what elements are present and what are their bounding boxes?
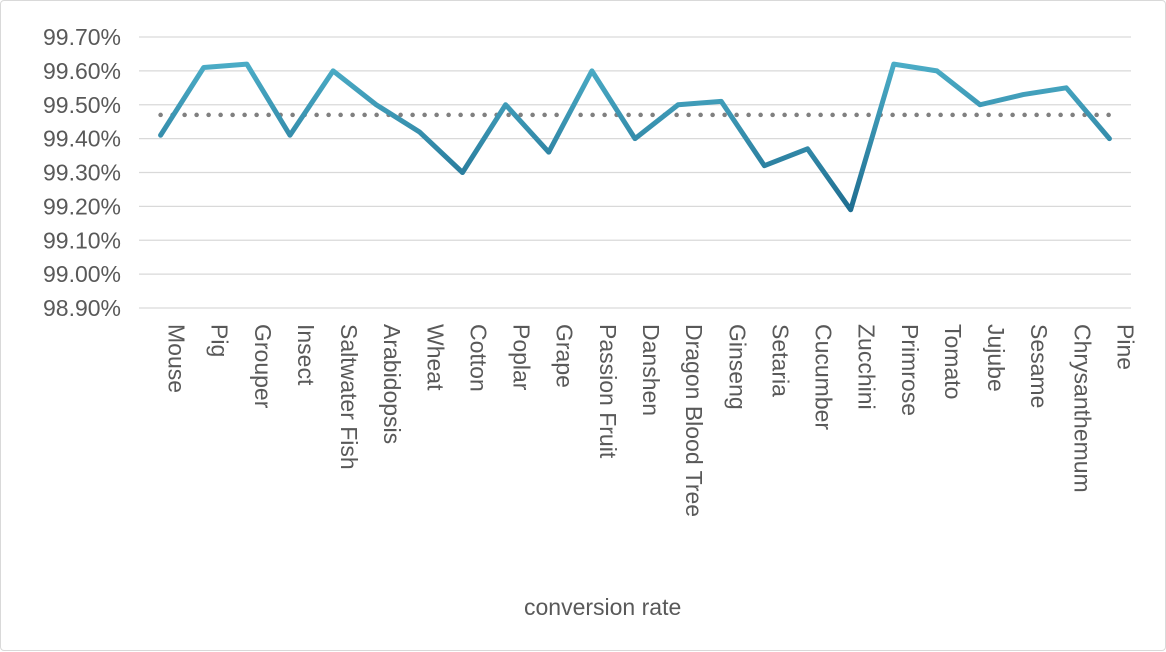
y-tick-label: 99.40%	[43, 126, 121, 152]
x-category-label: Pig	[207, 324, 233, 357]
y-tick-label: 99.60%	[43, 58, 121, 84]
y-tick-label: 99.70%	[43, 24, 121, 50]
gridlines	[139, 36, 1131, 309]
y-tick-label: 99.00%	[43, 261, 121, 287]
x-category-label: Saltwater Fish	[336, 324, 362, 470]
x-category-label: Poplar	[509, 324, 535, 391]
x-category-label: Primrose	[897, 324, 923, 416]
x-category-label: Cotton	[465, 324, 491, 392]
y-tick-label: 99.30%	[43, 160, 121, 186]
series-layer	[158, 61, 1112, 213]
x-category-label: Grape	[552, 324, 578, 388]
x-category-label: Passion Fruit	[595, 324, 621, 459]
x-category-label: Sesame	[1026, 324, 1052, 408]
x-category-label: Mouse	[164, 324, 190, 393]
x-category-label: Grouper	[250, 324, 276, 409]
x-category-label: Jujube	[983, 324, 1009, 392]
x-category-label: Insect	[293, 324, 319, 386]
y-tick-label: 99.10%	[43, 227, 121, 253]
x-axis-category-labels: Mouse Pig Grouper Insect Saltwater Fish Arabi…	[164, 324, 1139, 517]
x-category-label: Cucumber	[811, 324, 837, 430]
x-category-label: Setaria	[767, 324, 793, 397]
x-category-label: Chrysanthemum	[1069, 324, 1095, 493]
x-category-label: Ginseng	[724, 324, 750, 410]
y-tick-label: 99.50%	[43, 92, 121, 118]
x-category-label: Dragon Blood Tree	[681, 324, 707, 517]
legend-label-conversion-rate: conversion rate	[524, 594, 681, 620]
x-category-label: Zucchini	[854, 324, 880, 410]
series-line-conversion-rate	[158, 61, 1112, 213]
y-tick-label: 99.20%	[43, 193, 121, 219]
x-category-label: Wheat	[422, 324, 448, 391]
y-tick-label: 98.90%	[43, 295, 121, 321]
x-category-label: Pine	[1112, 324, 1138, 370]
legend: conversion rate	[450, 594, 681, 620]
y-axis-tick-labels: 99.70% 99.60% 99.50% 99.40% 99.30% 99.20% 99.1…	[43, 24, 121, 321]
x-category-label: Arabidopsis	[379, 324, 405, 444]
x-category-label: Tomato	[940, 324, 966, 399]
x-category-label: Danshen	[638, 324, 664, 416]
